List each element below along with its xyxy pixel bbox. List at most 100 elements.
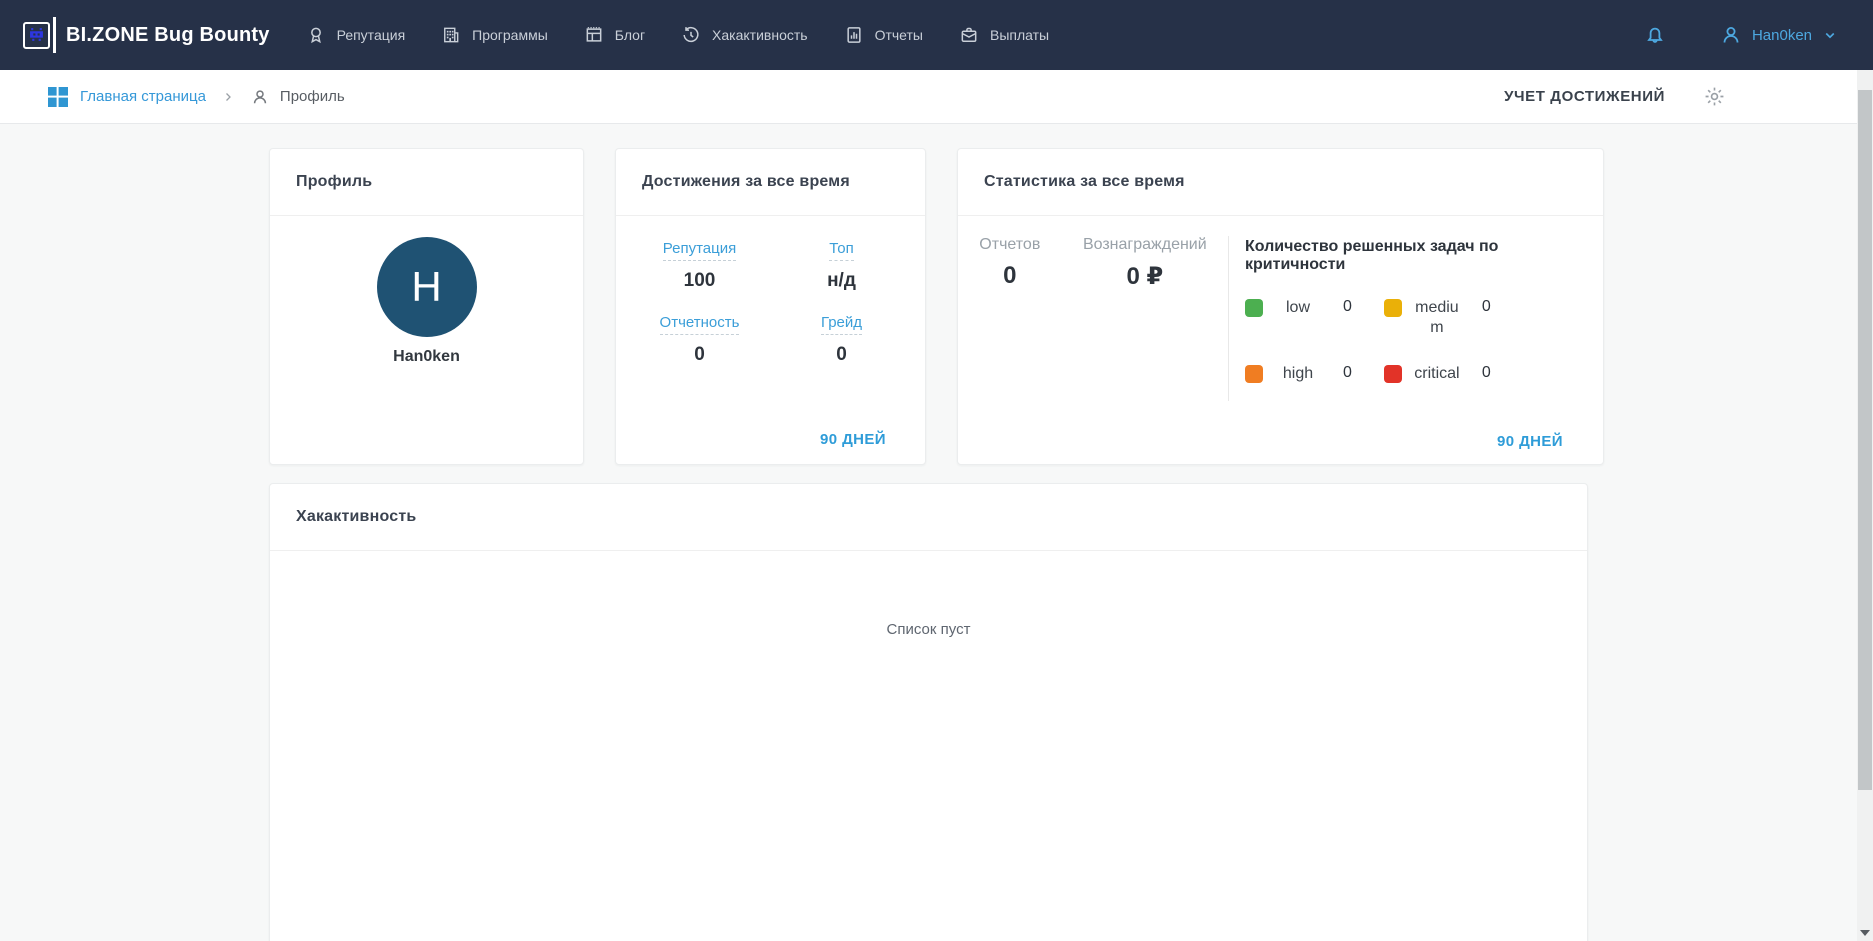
nav-label: Репутация	[336, 27, 406, 43]
scrollbar-thumb[interactable]	[1858, 90, 1872, 790]
criticality-legend: low 0 medium 0 high 0	[1245, 298, 1603, 384]
criticality-heading: Количество решенных задач по критичности	[1245, 238, 1499, 273]
legend-item-low: low 0	[1245, 298, 1352, 338]
medium-color-swatch	[1383, 299, 1402, 317]
chevron-down-icon	[1825, 32, 1835, 39]
nav-item-payouts[interactable]: Выплаты	[959, 25, 1049, 45]
report-icon	[844, 25, 864, 45]
medium-value: 0	[1481, 298, 1491, 315]
nav-item-reputation[interactable]: Репутация	[306, 25, 406, 45]
top-navbar: BI.ZONE Bug Bounty Репутация	[0, 0, 1873, 70]
brand-logo[interactable]: BI.ZONE Bug Bounty	[23, 17, 270, 53]
nav-label: Отчеты	[874, 27, 923, 43]
reports-value: 0	[1003, 262, 1017, 289]
achievements-card-title: Достижения за все время	[616, 149, 925, 216]
reports-total: Отчетов 0	[979, 236, 1040, 401]
achievements-card: Достижения за все время Репутация 100 То…	[615, 148, 926, 465]
legend-item-high: high 0	[1245, 364, 1352, 384]
summary-cards-row: Профиль H Han0ken Достижения за все врем…	[269, 148, 1604, 465]
breadcrumb-current: Профиль	[250, 87, 345, 107]
history-icon	[681, 25, 701, 45]
scrollbar-down-arrow-icon[interactable]	[1860, 930, 1870, 936]
high-value: 0	[1343, 364, 1352, 381]
breadcrumb-home[interactable]: Главная страница	[48, 86, 206, 107]
news-icon	[584, 25, 604, 45]
bug-logo-icon	[23, 21, 50, 49]
stat-reporting: Отчетность 0	[640, 314, 760, 366]
vertical-divider	[1228, 236, 1229, 401]
rewards-total: Вознаграждений 0 ₽	[1083, 236, 1207, 401]
stat-reputation-value: 100	[683, 270, 716, 291]
nav-label: Выплаты	[989, 27, 1050, 43]
briefcase-icon	[959, 25, 979, 45]
statistics-card: Статистика за все время Отчетов 0 Вознаг…	[957, 148, 1604, 465]
statistics-card-title: Статистика за все время	[958, 149, 1603, 216]
nav-item-hacktivity[interactable]: Хакактивность	[681, 25, 808, 45]
breadcrumb-chevron-icon	[222, 91, 234, 103]
vertical-scrollbar	[1857, 70, 1873, 941]
notifications-bell-icon[interactable]	[1643, 23, 1667, 47]
medal-icon	[306, 25, 326, 45]
statistics-totals: Отчетов 0 Вознаграждений 0 ₽	[958, 236, 1228, 401]
statistics-body: Отчетов 0 Вознаграждений 0 ₽ Количество …	[958, 216, 1603, 401]
statistics-90-days-link[interactable]: 90 ДНЕЙ	[1497, 433, 1563, 450]
breadcrumb-bar: Главная страница Профиль УЧЕТ ДОСТИЖЕНИЙ	[0, 70, 1873, 124]
stat-reporting-value: 0	[694, 344, 705, 365]
building-icon	[441, 25, 461, 45]
legend-item-medium: medium 0	[1383, 298, 1491, 338]
reports-label: Отчетов	[979, 236, 1041, 253]
breadcrumb-actions: УЧЕТ ДОСТИЖЕНИЙ	[1504, 85, 1726, 108]
nav-label: Хакактивность	[712, 27, 808, 43]
high-label: high	[1282, 365, 1314, 382]
critical-color-swatch	[1383, 365, 1402, 383]
avatar: H	[376, 237, 477, 337]
gear-icon[interactable]	[1703, 85, 1726, 108]
profile-card-body: H Han0ken	[270, 216, 583, 366]
stat-top-value: н/д	[827, 270, 856, 291]
hacktivity-card: Хакактивность Список пуст	[269, 483, 1588, 941]
achievements-grid: Репутация 100 Топ н/д Отчетность 0 Грейд…	[616, 216, 925, 366]
nav-label: Блог	[614, 27, 646, 43]
stat-top: Топ н/д	[782, 240, 902, 292]
stat-grade: Грейд 0	[782, 314, 902, 366]
profile-card: Профиль H Han0ken	[269, 148, 584, 465]
legend-item-critical: critical 0	[1383, 364, 1491, 384]
low-label: low	[1285, 299, 1310, 316]
stat-grade-label[interactable]: Грейд	[820, 314, 863, 335]
nav-item-blog[interactable]: Блог	[584, 25, 645, 45]
rewards-label: Вознаграждений	[1082, 236, 1207, 253]
medium-label: medium	[1415, 299, 1459, 336]
main-nav: Репутация Программы	[306, 25, 1049, 45]
rewards-value: 0 ₽	[1126, 263, 1164, 290]
user-icon	[1723, 27, 1739, 43]
profile-card-title: Профиль	[270, 149, 583, 216]
stat-reputation: Репутация 100	[640, 240, 760, 292]
stat-grade-value: 0	[836, 344, 847, 365]
nav-item-programs[interactable]: Программы	[441, 25, 548, 45]
breadcrumb-current-label: Профиль	[279, 88, 345, 105]
logo-divider	[53, 17, 56, 53]
navbar-right: Han0ken	[1643, 23, 1839, 47]
user-menu[interactable]: Han0ken	[1719, 23, 1839, 47]
hacktivity-card-title: Хакактивность	[270, 484, 1587, 551]
nav-label: Программы	[472, 27, 548, 43]
dashboard-grid-icon	[48, 86, 68, 107]
breadcrumb-home-link: Главная страница	[80, 88, 206, 105]
stat-reputation-label[interactable]: Репутация	[662, 240, 737, 261]
achievements-account-link[interactable]: УЧЕТ ДОСТИЖЕНИЙ	[1504, 88, 1665, 105]
hacktivity-empty-state: Список пуст	[886, 621, 971, 638]
low-value: 0	[1343, 298, 1352, 315]
low-color-swatch	[1245, 299, 1263, 317]
criticality-section: Количество решенных задач по критичности…	[1229, 236, 1603, 401]
stat-top-label[interactable]: Топ	[829, 240, 854, 261]
critical-label: critical	[1414, 365, 1460, 382]
achievements-90-days-link[interactable]: 90 ДНЕЙ	[820, 431, 886, 448]
brand-title: BI.ZONE Bug Bounty	[66, 23, 270, 46]
stat-reporting-label[interactable]: Отчетность	[659, 314, 740, 335]
nav-item-reports[interactable]: Отчеты	[844, 25, 923, 45]
profile-username: Han0ken	[393, 348, 460, 365]
high-color-swatch	[1245, 365, 1263, 383]
profile-icon	[253, 89, 267, 103]
main-content: Профиль H Han0ken Достижения за все врем…	[0, 124, 1873, 941]
critical-value: 0	[1481, 364, 1491, 381]
